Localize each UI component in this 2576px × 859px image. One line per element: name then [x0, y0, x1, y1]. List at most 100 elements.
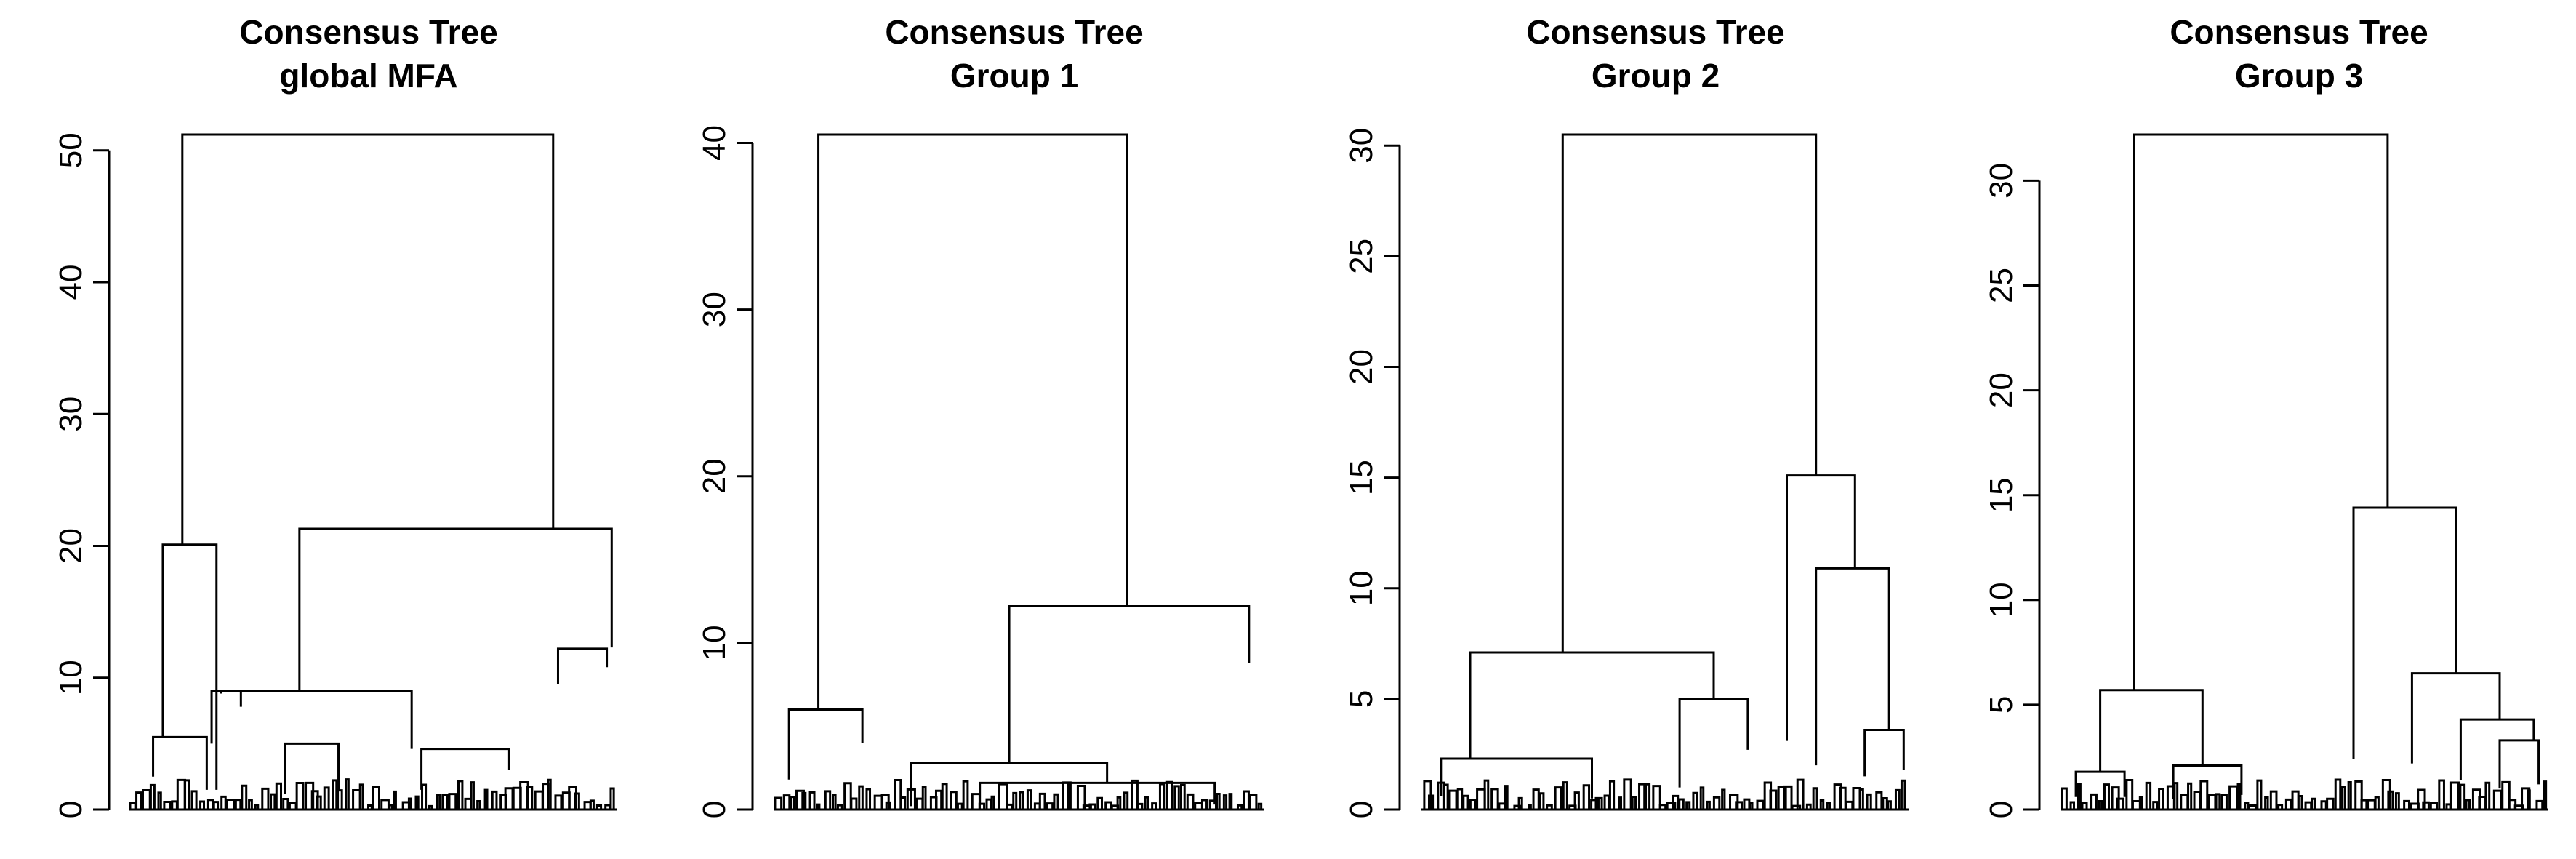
dendrogram-link [2352, 506, 2457, 759]
chart-subtitle: global MFA [279, 57, 457, 95]
leaf-link [2180, 794, 2189, 810]
leaf-link [275, 782, 283, 810]
dendrogram-link [2459, 718, 2535, 780]
leaf-link [2347, 781, 2352, 810]
leaf-link [858, 785, 864, 810]
leaf-link [393, 790, 397, 810]
leaf-link [906, 788, 916, 810]
leaf-link [554, 794, 563, 810]
leaf-link [836, 804, 843, 810]
leaf-link [2207, 794, 2217, 810]
leaf-link [2543, 780, 2548, 810]
leaf-link [2103, 783, 2110, 810]
leaf-link [1200, 799, 1208, 810]
leaf-link [1777, 786, 1787, 810]
leaf-link [2320, 800, 2327, 810]
leaf-link [1756, 799, 1765, 810]
leaf-link [2326, 797, 2335, 810]
leaf-link [345, 778, 350, 810]
leaf-link [1706, 800, 1711, 810]
leaf-link [254, 804, 260, 810]
leaf-link [2081, 802, 2088, 810]
leaf-link [1448, 789, 1458, 810]
dendrogram-link [2498, 739, 2540, 789]
leaf-link [1462, 794, 1469, 810]
leaf-link [1038, 792, 1046, 810]
leaf-link [2360, 799, 2368, 810]
leaf-link [1805, 803, 1812, 810]
leaf-link [1136, 802, 1144, 810]
leaf-link [978, 802, 986, 810]
leaf-link [220, 795, 227, 810]
leaf-link [1123, 791, 1129, 810]
leaf-link [270, 793, 276, 810]
y-tick-label: 30 [1344, 128, 1379, 164]
y-tick-label: 5 [1983, 696, 2019, 714]
leaf-link [2173, 782, 2179, 810]
leaf-link [421, 783, 428, 810]
leaf-link [1791, 804, 1802, 810]
leaf-link [1082, 804, 1092, 810]
leaf-link [526, 786, 534, 810]
leaf-link [1528, 804, 1532, 810]
leaf-link [583, 801, 592, 810]
leaf-link [157, 791, 162, 810]
leaf-link [1735, 801, 1743, 810]
leaf-link [183, 779, 190, 810]
dendrogram-link [2410, 672, 2501, 764]
dendrogram-link [2074, 770, 2126, 797]
leaf-link [985, 798, 992, 810]
leaf-link [1631, 796, 1637, 810]
y-tick-label: 20 [697, 458, 732, 494]
leaf-link [491, 790, 498, 810]
y-tick-label: 0 [53, 801, 89, 818]
leaf-link [850, 797, 858, 810]
dendrogram-link [1469, 651, 1715, 759]
leaf-link [801, 791, 807, 810]
leaf-link [2236, 782, 2242, 810]
leaf-link [2394, 792, 2400, 810]
dendrogram-link [2133, 133, 2389, 690]
leaf-link [504, 787, 514, 810]
leaf-link [1427, 794, 1435, 810]
leaf-link [1594, 796, 1603, 810]
leaf-link [1900, 779, 1906, 810]
leaf-link [2215, 793, 2221, 810]
chart-subtitle: Group 2 [1592, 57, 1720, 95]
leaf-link [2193, 790, 2202, 810]
y-tick-label: 10 [1344, 570, 1379, 606]
leaf-link [795, 789, 805, 810]
leaf-link [962, 780, 969, 810]
leaf-link [1476, 788, 1486, 810]
leaf-link [2438, 779, 2445, 810]
leaf-link [1469, 799, 1477, 810]
leaf-link [1026, 789, 1032, 810]
dendrogram-link [1008, 604, 1251, 763]
leaf-link [149, 783, 156, 810]
leaf-link [141, 788, 151, 810]
leaf-link [1546, 804, 1553, 810]
dendrogram-link [910, 762, 1109, 807]
chart-subtitle: Group 3 [2235, 57, 2363, 95]
leaf-link [407, 797, 413, 810]
leaf-link [865, 788, 872, 810]
leaf-link [2247, 804, 2258, 810]
leaf-link [1088, 803, 1097, 810]
y-tick-label: 15 [1983, 477, 2019, 513]
leaf-link [2228, 785, 2239, 810]
leaf-link [2166, 785, 2175, 810]
leaf-link [1819, 799, 1825, 810]
leaf-link [483, 788, 489, 810]
leaf-link [1504, 785, 1509, 810]
leaf-link [2138, 796, 2143, 810]
leaf-link [1796, 778, 1805, 810]
leaf-link [2367, 799, 2376, 810]
leaf-link [1006, 803, 1014, 810]
leaf-link [2061, 787, 2068, 810]
leaf-link [2484, 781, 2491, 810]
leaf-link [1248, 793, 1258, 810]
y-tick-label: 10 [53, 660, 89, 695]
leaf-link [414, 795, 420, 810]
leaf-link [2374, 796, 2380, 810]
